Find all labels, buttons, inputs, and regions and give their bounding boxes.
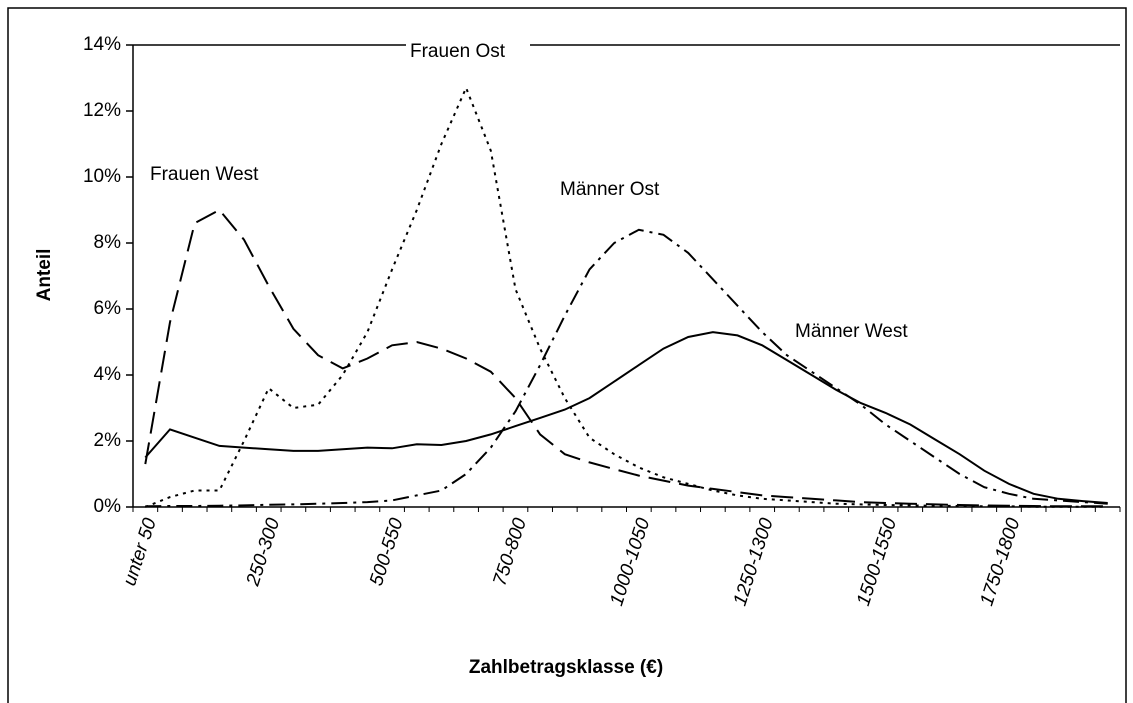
series-label: Männer West xyxy=(795,321,908,342)
x-tick-label: 250-300 xyxy=(242,515,284,589)
y-tick-label: 2% xyxy=(94,430,122,451)
series-label: Männer Ost xyxy=(560,179,660,200)
x-tick-label: 1500-1550 xyxy=(853,515,901,608)
label-bg xyxy=(406,40,530,64)
x-tick-label: 500-550 xyxy=(366,515,408,588)
y-tick-label: 10% xyxy=(83,166,121,187)
y-axis-title: Anteil xyxy=(34,249,55,302)
y-tick-label: 0% xyxy=(94,496,122,517)
y-tick-label: 6% xyxy=(94,298,122,319)
series-label: Frauen West xyxy=(150,164,259,185)
y-tick-label: 4% xyxy=(94,364,122,385)
x-tick-label: 1000-1050 xyxy=(606,515,654,608)
series-line xyxy=(144,85,1108,508)
series-label: Frauen Ost xyxy=(410,41,506,62)
series-line xyxy=(145,228,1108,508)
y-tick-label: 8% xyxy=(94,232,122,253)
x-axis-title: Zahlbetragsklasse (€) xyxy=(469,657,663,678)
series-line xyxy=(144,331,1108,504)
x-tick-label: unter 50 xyxy=(119,515,161,588)
frame xyxy=(7,7,1127,703)
y-tick-label: 12% xyxy=(83,100,121,121)
x-tick-label: 1750-1800 xyxy=(976,515,1024,608)
x-tick-label: 1250-1300 xyxy=(730,515,778,608)
x-tick-label: 750-800 xyxy=(489,515,531,588)
y-tick-label: 14% xyxy=(83,34,121,55)
series-line xyxy=(144,208,1108,508)
